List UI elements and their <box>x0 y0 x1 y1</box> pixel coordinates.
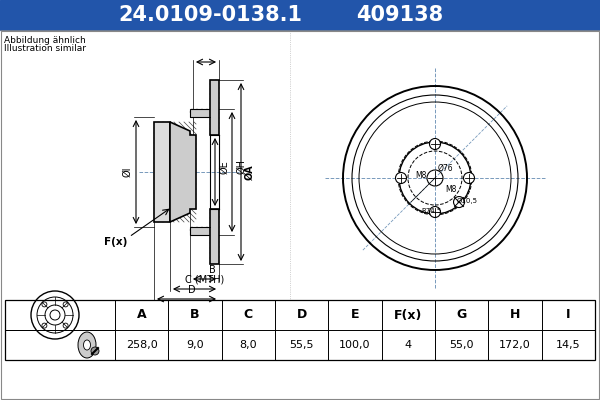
Text: M8: M8 <box>415 172 426 180</box>
Text: A: A <box>137 308 146 322</box>
Text: F(x): F(x) <box>104 237 127 247</box>
Text: R74,5: R74,5 <box>421 208 441 214</box>
Circle shape <box>454 196 464 208</box>
Text: Ø10,5: Ø10,5 <box>457 198 478 204</box>
Text: D: D <box>188 285 196 295</box>
Ellipse shape <box>83 340 91 350</box>
Bar <box>154 122 170 222</box>
Text: B: B <box>209 265 216 275</box>
Bar <box>190 109 210 117</box>
Circle shape <box>395 172 407 184</box>
Text: 409138: 409138 <box>356 5 443 25</box>
Text: C: C <box>244 308 253 322</box>
Circle shape <box>430 138 440 150</box>
Text: 55,0: 55,0 <box>449 340 474 350</box>
Text: ØA: ØA <box>245 164 255 180</box>
Text: Illustration similar: Illustration similar <box>4 44 86 53</box>
Text: C (MTH): C (MTH) <box>185 275 224 285</box>
Text: 55,5: 55,5 <box>289 340 314 350</box>
Text: M8: M8 <box>445 185 457 194</box>
Bar <box>210 80 219 135</box>
Text: Abbildung ähnlich: Abbildung ähnlich <box>4 36 86 45</box>
Text: H: H <box>510 308 520 322</box>
Text: 100,0: 100,0 <box>339 340 371 350</box>
Bar <box>190 227 210 235</box>
Bar <box>5 300 595 360</box>
Text: ØE: ØE <box>219 160 229 174</box>
Text: 9,0: 9,0 <box>186 340 204 350</box>
Text: 4: 4 <box>405 340 412 350</box>
Text: I: I <box>566 308 571 322</box>
Text: F(x): F(x) <box>394 308 422 322</box>
Polygon shape <box>170 122 196 222</box>
Ellipse shape <box>78 332 96 358</box>
Text: 8,0: 8,0 <box>239 340 257 350</box>
Text: ØH: ØH <box>236 160 246 174</box>
Circle shape <box>430 206 440 218</box>
Text: G: G <box>457 308 467 322</box>
Circle shape <box>91 347 99 355</box>
Text: Ø76: Ø76 <box>438 164 454 173</box>
Text: 24.0109-0138.1: 24.0109-0138.1 <box>118 5 302 25</box>
Text: 258,0: 258,0 <box>126 340 158 350</box>
Text: 172,0: 172,0 <box>499 340 531 350</box>
Bar <box>210 209 219 264</box>
Text: D: D <box>296 308 307 322</box>
Text: E: E <box>351 308 359 322</box>
Circle shape <box>464 172 475 184</box>
Text: B: B <box>190 308 200 322</box>
Bar <box>0 0 600 30</box>
Text: ØI: ØI <box>122 167 132 177</box>
Bar <box>0 30 600 300</box>
Text: 14,5: 14,5 <box>556 340 581 350</box>
